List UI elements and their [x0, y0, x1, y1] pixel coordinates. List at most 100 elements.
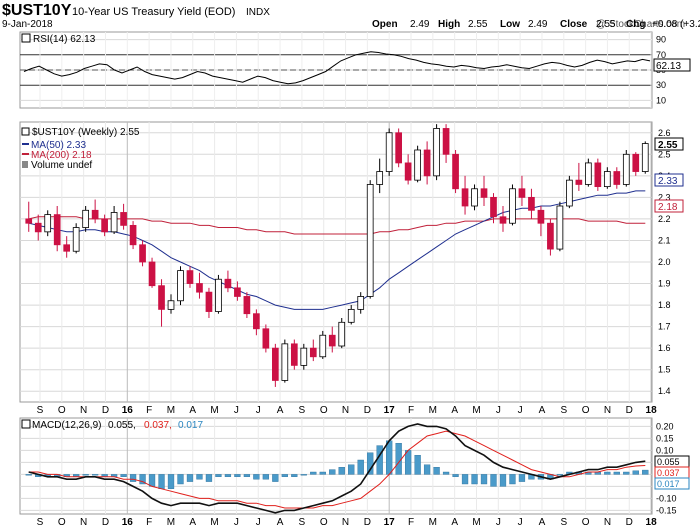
- rsi-legend: RSI(14) 62.13: [21, 33, 96, 45]
- volume-legend-label: Volume undef: [31, 160, 92, 171]
- x-tick-label: N: [604, 405, 611, 416]
- x-tick-label: A: [451, 405, 458, 416]
- price-legend-swatch: [21, 127, 30, 136]
- price-tick-label: 2.1: [658, 235, 671, 245]
- ohlc-summary: Open 2.49 High 2.55 Low 2.49 Close 2.55 Chg +0.08…: [372, 19, 700, 30]
- x-tick-label: O: [58, 405, 66, 416]
- macd-hist-bar: [404, 450, 412, 475]
- candle-body: [253, 313, 260, 330]
- x-tick-label: O: [320, 517, 328, 528]
- x-tick-label: M: [472, 405, 480, 416]
- macd-hist-bar: [490, 474, 497, 487]
- macd-hist-bar: [148, 474, 156, 487]
- price-tick-label: 1.6: [658, 343, 671, 353]
- candle-body: [509, 188, 516, 224]
- macd-hist-bar: [433, 467, 440, 475]
- rsi-tick-label: 90: [656, 35, 666, 45]
- macd-hist-bar: [471, 474, 478, 485]
- macd-hist-bar: [82, 474, 89, 476]
- candle-body: [338, 321, 346, 347]
- x-tick-label: N: [342, 405, 349, 416]
- x-tick-label: J: [496, 405, 501, 416]
- x-tick-label: M: [210, 405, 218, 416]
- macd-hist-bar: [386, 440, 393, 475]
- rsi-legend-label: RSI(14) 62.13: [33, 34, 96, 45]
- price-tick-label: 1.5: [658, 365, 671, 375]
- candle-body: [347, 308, 355, 323]
- ohlc-value-open: 2.49: [410, 19, 430, 30]
- x-tick-label: O: [58, 517, 66, 528]
- x-tick-label: J: [518, 517, 523, 528]
- candle-body: [158, 285, 165, 310]
- candle-body: [366, 184, 374, 297]
- x-tick-label: N: [80, 405, 87, 416]
- candle-body: [357, 296, 365, 310]
- candle-body: [414, 149, 421, 181]
- macd-hist-bar: [423, 464, 431, 475]
- candles: [25, 124, 649, 387]
- rsi-legend-swatch: [21, 33, 31, 43]
- x-tick-label: O: [320, 405, 328, 416]
- x-tick-label: M: [429, 517, 437, 528]
- macd-hist-bar: [196, 474, 203, 480]
- macd-hist-bar: [291, 474, 298, 477]
- price-tick-label: 1.8: [658, 300, 671, 310]
- macd-hist-bar: [509, 474, 516, 485]
- price-tick-label: 2.3: [658, 192, 671, 202]
- x-tick-label: S: [37, 517, 44, 528]
- x-tick-label: 17: [384, 405, 396, 416]
- x-tick-label: J: [234, 517, 239, 528]
- macd-hist-bar: [518, 474, 526, 482]
- macd-legend-hist: 0.017: [178, 420, 203, 431]
- x-tick-label: A: [451, 517, 458, 528]
- x-tick-label: D: [102, 517, 109, 528]
- x-tick-label: A: [539, 405, 546, 416]
- candle-body: [537, 209, 545, 224]
- candle-body: [442, 128, 450, 155]
- candle-body: [594, 162, 602, 188]
- macd-hist-bar: [234, 474, 241, 477]
- macd-hist-bar: [281, 474, 288, 477]
- date-label: 9-Jan-2018: [2, 19, 53, 30]
- x-tick-label: J: [234, 405, 239, 416]
- candle-body: [25, 218, 33, 224]
- x-tick-label: N: [342, 517, 349, 528]
- candle-body: [376, 171, 384, 185]
- macd-hist-bar: [262, 474, 270, 480]
- x-tick-label: 18: [646, 517, 658, 528]
- x-tick-label: 16: [122, 405, 134, 416]
- x-tick-label: A: [189, 405, 196, 416]
- candle-body: [186, 270, 194, 284]
- x-tick-label: J: [256, 405, 261, 416]
- ma50-legend-label: MA(50) 2.33: [31, 140, 86, 151]
- macd-hist-bar: [604, 471, 611, 475]
- macd-histogram: [25, 440, 649, 489]
- x-tick-label: O: [582, 517, 590, 528]
- ma50-badge-box: [654, 173, 684, 187]
- x-tick-label: 17: [384, 517, 396, 528]
- ma50-badge: 2.33: [654, 173, 684, 187]
- macd-hist-bar: [329, 469, 336, 475]
- x-tick-label: D: [364, 517, 371, 528]
- macd-hist-bar: [177, 474, 184, 485]
- candle-body: [234, 287, 241, 297]
- candle-body: [101, 218, 108, 233]
- macd-hist-bar: [632, 470, 639, 475]
- macd-hist-bar: [357, 459, 364, 475]
- price-tick-label: 2.0: [658, 257, 671, 267]
- macd-legend-prefix: MACD(12,26,9): [32, 420, 101, 431]
- candle-body: [129, 224, 137, 246]
- candle-body: [328, 334, 336, 347]
- close-badge-value: 2.55: [658, 140, 678, 151]
- candle-body: [480, 188, 488, 198]
- candle-body: [167, 300, 175, 310]
- candle-body: [34, 222, 42, 233]
- x-tick-label: S: [37, 405, 44, 416]
- price-tick-label: 2.5: [658, 149, 671, 159]
- x-tick-label: J: [496, 517, 501, 528]
- price-tick-label: 2.6: [658, 128, 671, 138]
- hist-badge-box: [654, 477, 690, 490]
- macd-hist-bar: [442, 471, 450, 475]
- candle-body: [547, 222, 554, 250]
